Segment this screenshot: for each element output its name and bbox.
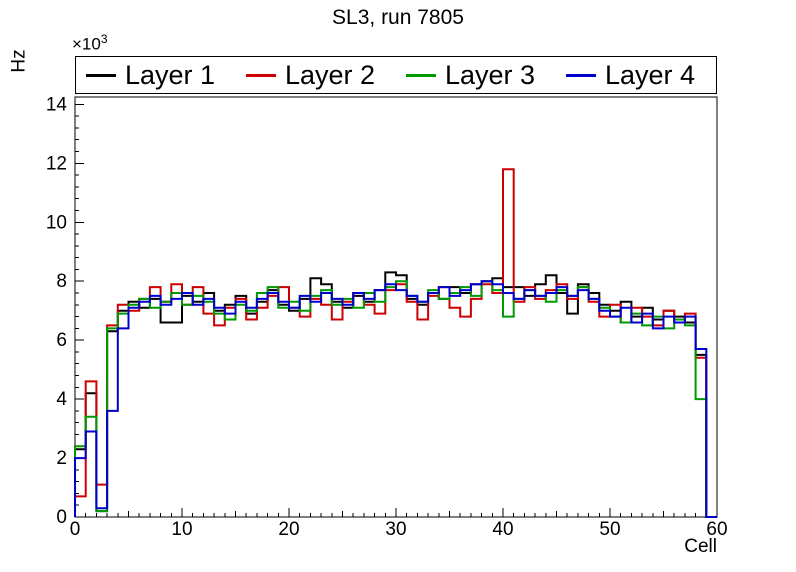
x-tick-label: 0 xyxy=(70,519,81,540)
series-path-layer-4 xyxy=(74,280,717,518)
x-tick-label: 40 xyxy=(492,519,513,540)
y-tick-label: 14 xyxy=(46,94,68,115)
series-path-layer-2 xyxy=(74,168,717,518)
legend-entry-layer-1: Layer 1 xyxy=(76,59,236,90)
legend-swatch-layer-3 xyxy=(406,73,436,77)
legend-swatch-layer-4 xyxy=(566,73,596,77)
legend: Layer 1 Layer 2 Layer 3 Layer 4 xyxy=(75,56,717,94)
x-tick-label: 50 xyxy=(599,519,620,540)
legend-label-layer-2: Layer 2 xyxy=(285,59,376,90)
legend-entry-layer-3: Layer 3 xyxy=(396,59,556,90)
y-tick-label: 12 xyxy=(46,153,67,174)
legend-swatch-layer-1 xyxy=(86,73,116,77)
legend-label-layer-4: Layer 4 xyxy=(605,59,696,90)
x-tick-label: 10 xyxy=(171,519,192,540)
x-axis-title: Cell xyxy=(684,536,717,557)
legend-label-layer-3: Layer 3 xyxy=(445,59,536,90)
y-tick-label: 4 xyxy=(56,389,67,410)
legend-swatch-layer-2 xyxy=(246,73,276,77)
x-axis-ticks: 0 10 20 30 40 50 60 xyxy=(70,508,728,540)
x-tick-label: 60 xyxy=(706,519,727,540)
y-axis-multiplier-exponent: 3 xyxy=(100,32,108,46)
chart-title: SL3, run 7805 xyxy=(332,6,464,29)
y-axis-multiplier-base: ×10 xyxy=(72,34,101,54)
y-tick-label: 2 xyxy=(56,448,67,469)
y-tick-label: 10 xyxy=(46,212,67,233)
legend-label-layer-1: Layer 1 xyxy=(125,59,216,90)
x-tick-label: 30 xyxy=(385,519,406,540)
y-axis-ticks: 0 2 4 6 8 10 12 14 xyxy=(46,94,84,528)
legend-entry-layer-2: Layer 2 xyxy=(236,59,396,90)
y-tick-label: 8 xyxy=(56,271,67,292)
y-tick-label: 6 xyxy=(56,330,67,351)
legend-entry-layer-4: Layer 4 xyxy=(556,59,716,90)
y-axis-multiplier: ×103 xyxy=(72,32,108,55)
x-tick-label: 20 xyxy=(278,519,299,540)
y-tick-label: 0 xyxy=(56,507,67,528)
